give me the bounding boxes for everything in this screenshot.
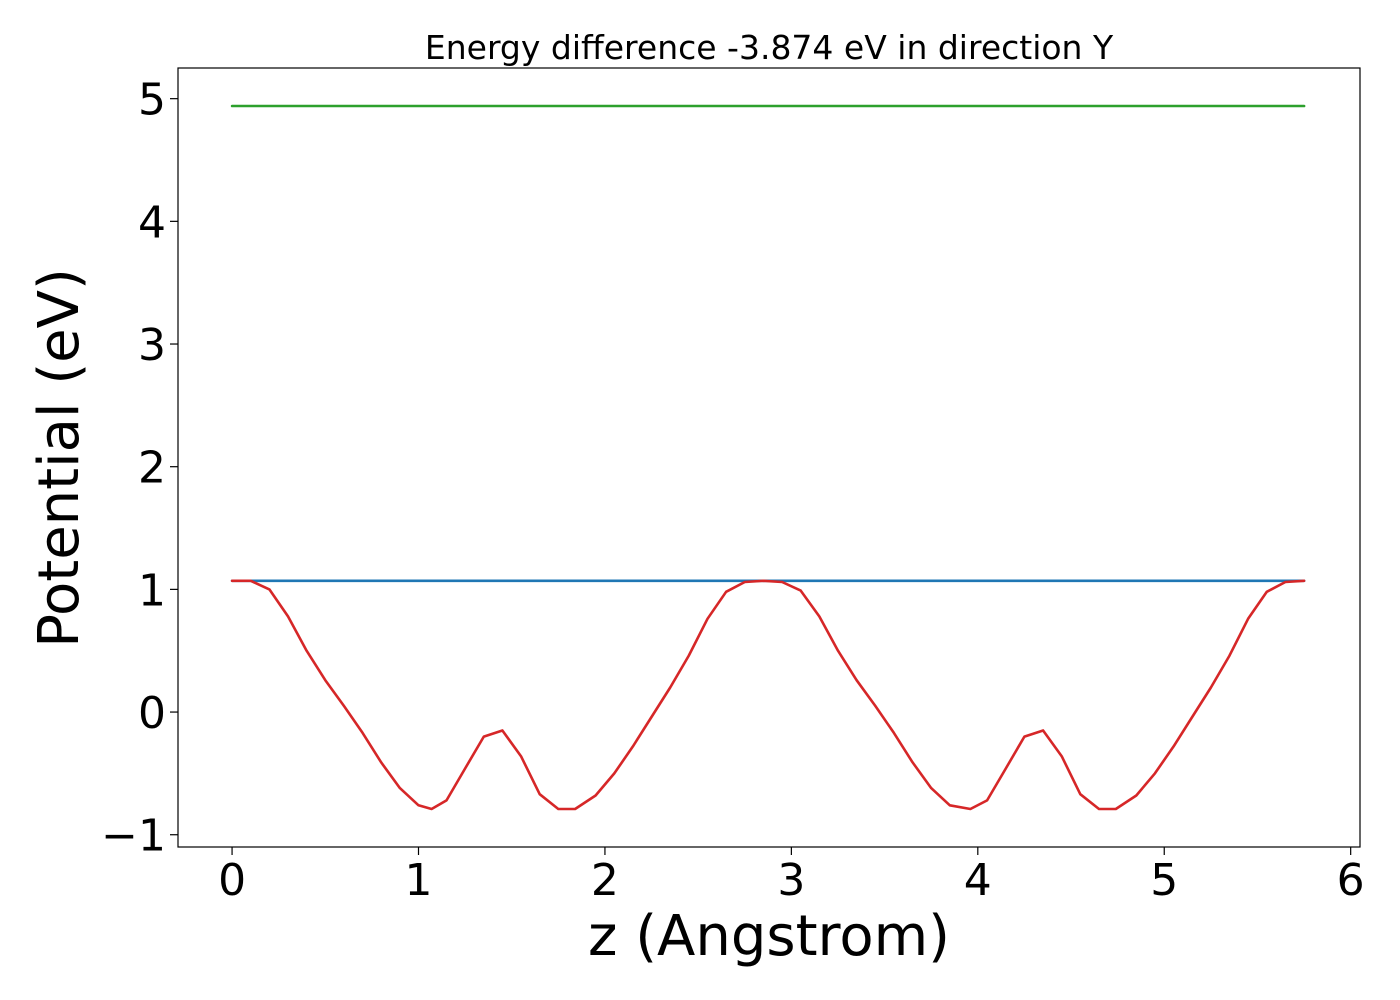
x-tick-label: 0: [218, 855, 246, 906]
y-axis-label: Potential (eV): [27, 268, 92, 648]
y-tick-label: 4: [138, 197, 166, 248]
y-tick-label: −1: [101, 811, 166, 862]
x-tick-label: 1: [405, 855, 433, 906]
y-tick-label: 2: [138, 443, 166, 494]
x-axis-ticks: 0 1 2 3 4 5 6: [218, 847, 1365, 906]
chart-title: Energy difference -3.874 eV in direction…: [425, 28, 1114, 67]
x-tick-label: 2: [591, 855, 619, 906]
x-tick-label: 4: [964, 855, 992, 906]
series-layer: [230, 104, 1306, 811]
x-tick-label: 3: [777, 855, 805, 906]
y-tick-label: 1: [138, 565, 166, 616]
y-tick-label: 0: [138, 688, 166, 739]
y-axis-ticks: −1 0 1 2 3 4 5: [101, 75, 178, 862]
series-line-1: [230, 579, 1306, 811]
y-tick-label: 3: [138, 320, 166, 371]
plot-area-frame: [177, 67, 1361, 848]
x-tick-label: 6: [1337, 855, 1365, 906]
x-axis-label: z (Angstrom): [588, 904, 950, 969]
y-tick-label: 5: [138, 75, 166, 126]
x-tick-label: 5: [1150, 855, 1178, 906]
